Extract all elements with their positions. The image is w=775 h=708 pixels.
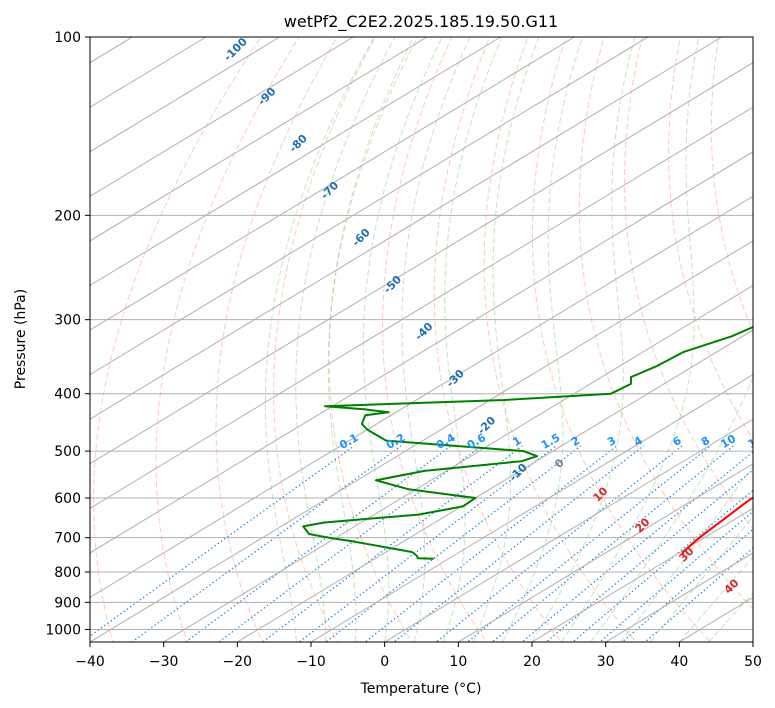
- chart-title: wetPf2_C2E2.2025.185.19.50.G11: [284, 12, 558, 32]
- moist-adiabat-line: [678, 556, 753, 642]
- y-tick-label: 200: [54, 208, 81, 224]
- x-tick-label: 10: [449, 654, 467, 670]
- isotherm-line: [90, 151, 753, 554]
- x-tick-label: −10: [296, 654, 326, 670]
- isotherm-line: [90, 37, 280, 153]
- isotherm-line: [531, 507, 753, 642]
- mixing-ratio-line: [545, 469, 753, 642]
- dry-adiabat-line: [433, 37, 562, 642]
- x-tick-label: 20: [523, 654, 541, 670]
- x-tick-label: 50: [744, 654, 762, 670]
- dry-adiabat-line: [382, 37, 488, 642]
- y-tick-label: 100: [54, 30, 81, 46]
- dry-adiabats: [93, 37, 753, 642]
- mixing-ratio-line: [130, 445, 402, 642]
- moist-adiabat-line: [620, 464, 753, 642]
- y-tick-label: 400: [54, 387, 81, 403]
- mixing-ratio-line: [571, 489, 753, 642]
- isotherm-line: [90, 37, 354, 197]
- moist-adiabat-line: [649, 515, 753, 642]
- moist-adiabat-line: [531, 37, 636, 642]
- y-tick-label: 700: [54, 531, 81, 547]
- moist-adiabat-line: [561, 37, 700, 642]
- mixing-ratio-line: [435, 445, 683, 642]
- mixing-ratio-line: [90, 445, 355, 637]
- x-tick-label: 30: [597, 654, 615, 670]
- isotherm-line: [90, 240, 753, 642]
- isotherm-line: [90, 37, 649, 376]
- dry-adiabat-line: [215, 37, 338, 642]
- axes: −40 −30 −20 −10 0 10 20 30 40 50 100 200 300 400 500 60…: [45, 30, 762, 670]
- isotherm-line: [90, 37, 501, 287]
- x-axis-label: Temperature (°C): [360, 681, 482, 697]
- mixing-ratio-line: [466, 445, 711, 642]
- x-tick-label: −40: [75, 654, 105, 670]
- x-tick-label: −30: [149, 654, 179, 670]
- mixing-ratio-line: [491, 445, 734, 642]
- isotherm-line: [90, 62, 753, 465]
- dry-adiabat-line: [328, 37, 414, 642]
- x-tick-label: 0: [380, 654, 389, 670]
- moist-adiabat-line: [502, 37, 583, 642]
- dry-adiabat-line: [483, 37, 637, 642]
- temperature-line: [681, 496, 753, 556]
- moist-adiabat-line: [362, 37, 443, 642]
- isotherm-line: [163, 284, 753, 642]
- y-tick-label: 500: [54, 444, 81, 460]
- dry-adiabat-line: [155, 37, 300, 642]
- dry-adiabat-line: [93, 37, 262, 642]
- mixing-ratio-line: [598, 510, 753, 642]
- plot-area: -100-90-80-70-60-50-40-30-20-100.1 0.2 0.4…: [90, 37, 766, 642]
- dry-adiabat-line: [532, 37, 712, 642]
- moist-adiabats: [264, 37, 753, 642]
- dry-adiabat-line: [578, 37, 753, 610]
- isotherm-line: [90, 37, 428, 242]
- moist-adiabat-line: [327, 37, 418, 642]
- y-tick-label: 900: [54, 595, 81, 611]
- isotherm-line: [458, 463, 753, 642]
- isotherm-line: [90, 37, 722, 420]
- moist-adiabat-line: [295, 37, 396, 642]
- data-series: [302, 325, 753, 560]
- isotherm-line: [237, 329, 753, 642]
- dry-adiabat-line: [710, 37, 753, 333]
- isotherm-line: [90, 195, 753, 599]
- y-tick-label: 800: [54, 565, 81, 581]
- dry-adiabat-line: [624, 37, 753, 530]
- y-axis-label: Pressure (hPa): [13, 289, 29, 389]
- y-tick-label: 1000: [45, 622, 81, 638]
- dry-adiabat-line: [273, 37, 376, 642]
- isotherm-line: [90, 37, 575, 331]
- moist-adiabat-line: [264, 37, 375, 642]
- mixing-ratio-label: 13: [746, 432, 766, 451]
- grid-lines: [90, 37, 753, 642]
- isotherm-line: [384, 418, 753, 642]
- x-tick-label: −20: [223, 654, 253, 670]
- dewpoint-line: [302, 325, 753, 560]
- y-tick-label: 300: [54, 313, 81, 329]
- x-tick-label: 40: [670, 654, 688, 670]
- moist-adiabat-line: [472, 37, 540, 642]
- moist-adiabat-line: [708, 591, 753, 642]
- y-tick-label: 600: [54, 491, 81, 507]
- plot-frame: [89, 36, 754, 643]
- isotherm-line: [90, 106, 753, 509]
- isotherm-line: [310, 374, 753, 642]
- moist-adiabat-line: [443, 37, 503, 642]
